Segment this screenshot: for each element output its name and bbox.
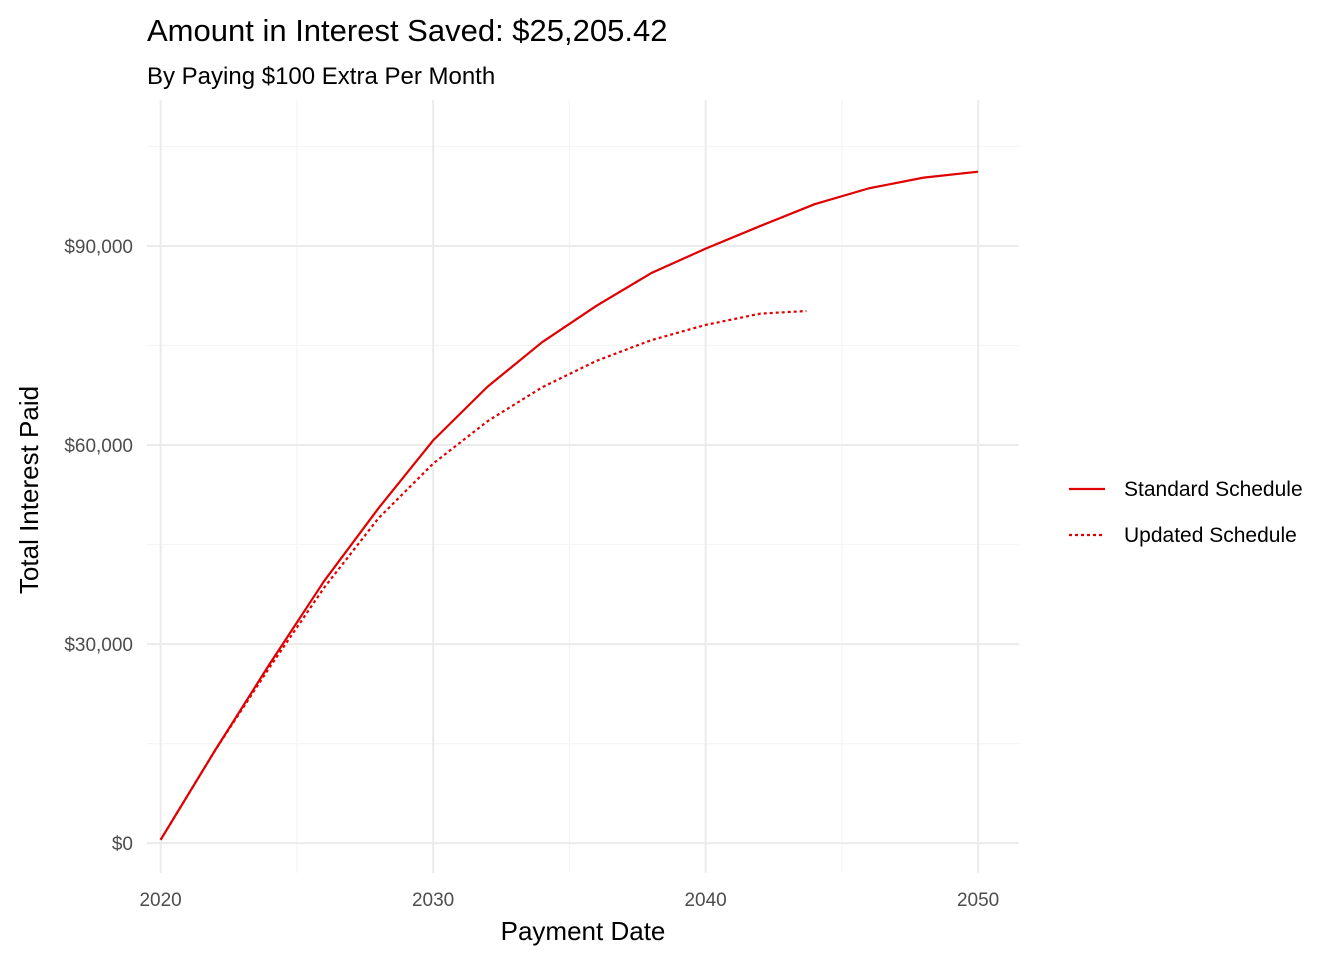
y-tick-label: $90,000 <box>64 237 133 258</box>
y-tick-label: $30,000 <box>64 635 133 656</box>
x-tick-label: 2020 <box>139 890 181 911</box>
series-line-updated <box>159 309 807 841</box>
x-tick-label: 2040 <box>684 890 726 911</box>
y-tick-label: $60,000 <box>64 436 133 457</box>
series-line-standard <box>159 170 979 841</box>
legend: Standard Schedule Updated Schedule <box>1069 478 1303 547</box>
x-axis-label: Payment Date <box>501 916 666 946</box>
legend-label-1: Updated Schedule <box>1124 524 1297 547</box>
chart-subtitle: By Paying $100 Extra Per Month <box>147 63 495 90</box>
y-tick-label: $0 <box>112 834 133 855</box>
axes: 2020 2030 2040 2050 $0 $30,000 $60,000 $90,000 <box>64 237 999 911</box>
series-lines <box>159 170 979 841</box>
x-tick-label: 2030 <box>412 890 454 911</box>
chart-title: Amount in Interest Saved: $25,205.42 <box>147 13 667 48</box>
x-tick-label: 2050 <box>957 890 999 911</box>
y-axis-label: Total Interest Paid <box>14 386 44 594</box>
grid <box>147 100 1019 873</box>
legend-label-0: Standard Schedule <box>1124 478 1303 501</box>
